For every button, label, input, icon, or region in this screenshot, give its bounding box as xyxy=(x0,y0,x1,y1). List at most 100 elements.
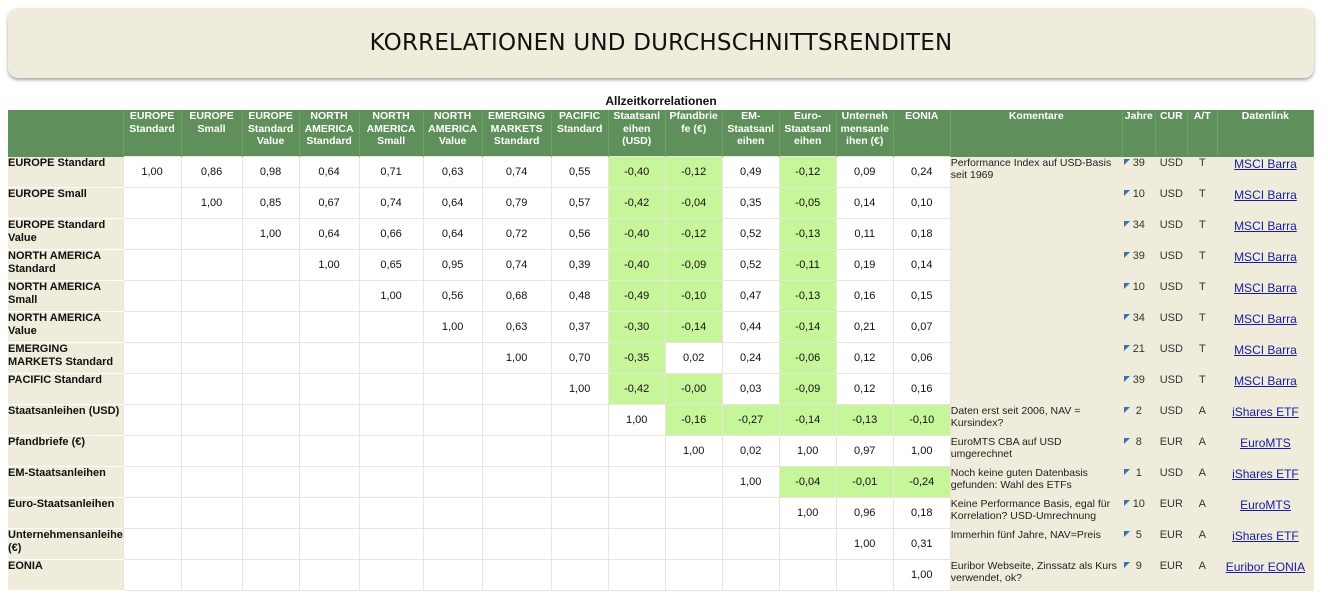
datalink-cell: MSCI Barra xyxy=(1217,342,1314,374)
correlation-cell: -0,24 xyxy=(892,466,951,498)
correlation-cell xyxy=(298,280,360,312)
table-row: EMERGING MARKETS Standard 1,00 0,70 -0,35 0,… xyxy=(8,342,1314,374)
datalink[interactable]: Euribor EONIA xyxy=(1225,559,1306,574)
correlation-cell xyxy=(180,404,243,436)
comment-marker-icon[interactable] xyxy=(1124,220,1131,227)
correlation-cell xyxy=(122,218,182,250)
datalink[interactable]: MSCI Barra xyxy=(1234,280,1297,295)
currency-cell: USD xyxy=(1155,249,1188,281)
datalink[interactable]: MSCI Barra xyxy=(1234,218,1297,233)
correlation-cell xyxy=(122,559,182,591)
comment-marker-icon[interactable] xyxy=(1124,406,1131,413)
row-label: Unternehmensanleihen (€) xyxy=(8,528,124,560)
years-cell: 8 xyxy=(1122,435,1156,467)
datalink-cell: MSCI Barra xyxy=(1217,280,1314,312)
asset-type-cell: A xyxy=(1187,497,1218,529)
comment-marker-icon[interactable] xyxy=(1124,437,1131,444)
comment-cell xyxy=(949,218,1123,250)
datalink[interactable]: iShares ETF xyxy=(1232,528,1299,543)
asset-type-cell: T xyxy=(1187,280,1218,312)
comment-marker-icon[interactable] xyxy=(1124,530,1131,537)
datalink-cell: iShares ETF xyxy=(1217,466,1314,498)
correlation-cell: -0,13 xyxy=(778,280,837,312)
correlation-cell xyxy=(241,404,300,436)
table-row: PACIFIC Standard 1,00 -0,42 -0,00 0,03 -0,09 0… xyxy=(8,373,1314,405)
datalink[interactable]: EuroMTS xyxy=(1240,435,1291,450)
comment-marker-icon[interactable] xyxy=(1124,375,1131,382)
comment-marker-icon[interactable] xyxy=(1124,158,1131,165)
currency-cell: USD xyxy=(1155,342,1188,374)
column-header: Pfandbrie fe (€) xyxy=(665,110,723,157)
correlation-cell: -0,14 xyxy=(778,404,837,436)
years-value: 34 xyxy=(1132,311,1145,324)
datalink[interactable]: EuroMTS xyxy=(1240,497,1291,512)
years-value: 2 xyxy=(1135,404,1142,417)
datalink[interactable]: MSCI Barra xyxy=(1234,187,1297,202)
comment-marker-icon[interactable] xyxy=(1124,282,1131,289)
correlation-cell: 1,00 xyxy=(664,435,723,467)
correlation-cell xyxy=(180,249,243,281)
correlation-cell xyxy=(721,528,780,560)
datalink[interactable]: iShares ETF xyxy=(1232,466,1299,481)
correlation-cell xyxy=(241,435,300,467)
column-header: NORTH AMERICA Standard xyxy=(299,110,360,157)
datalink[interactable]: MSCI Barra xyxy=(1234,156,1297,171)
correlation-cell xyxy=(422,404,483,436)
comment-marker-icon[interactable] xyxy=(1124,344,1131,351)
years-value: 1 xyxy=(1135,466,1142,479)
correlation-cell xyxy=(241,342,300,374)
correlation-cell: 0,24 xyxy=(892,156,951,188)
correlation-cell: -0,01 xyxy=(835,466,894,498)
correlation-cell: 0,74 xyxy=(358,187,424,219)
years-value: 10 xyxy=(1132,280,1145,293)
correlation-cell: 0,63 xyxy=(422,156,483,188)
correlation-cell: 0,09 xyxy=(835,156,894,188)
datalink[interactable]: MSCI Barra xyxy=(1234,373,1297,388)
datalink[interactable]: MSCI Barra xyxy=(1234,311,1297,326)
years-value: 5 xyxy=(1135,528,1142,541)
correlation-cell: 0,06 xyxy=(892,342,951,374)
correlation-cell: -0,10 xyxy=(892,404,951,436)
correlation-cell xyxy=(358,497,424,529)
years-cell: 9 xyxy=(1122,559,1156,591)
correlation-cell xyxy=(241,497,300,529)
comment-marker-icon[interactable] xyxy=(1124,251,1131,258)
correlation-cell xyxy=(721,497,780,529)
years-cell: 34 xyxy=(1122,218,1156,250)
correlation-cell: -0,09 xyxy=(664,249,723,281)
currency-cell: EUR xyxy=(1155,528,1188,560)
correlation-cell xyxy=(180,373,243,405)
correlation-cell xyxy=(298,435,360,467)
datalink-cell: iShares ETF xyxy=(1217,528,1314,560)
datalink-cell: MSCI Barra xyxy=(1217,187,1314,219)
row-label: EM-Staatsanleihen xyxy=(8,466,124,498)
row-label: NORTH AMERICA Small xyxy=(8,280,124,312)
row-label: PACIFIC Standard xyxy=(8,373,124,405)
comment-marker-icon[interactable] xyxy=(1124,499,1131,506)
comment-cell: Euribor Webseite, Zinssatz als Kurs verw… xyxy=(949,559,1123,591)
correlation-cell xyxy=(607,435,666,467)
comment-marker-icon[interactable] xyxy=(1124,313,1131,320)
comment-marker-icon[interactable] xyxy=(1124,561,1131,568)
correlation-cell xyxy=(721,559,780,591)
datalink[interactable]: MSCI Barra xyxy=(1234,249,1297,264)
correlation-cell xyxy=(122,528,182,560)
datalink-cell: MSCI Barra xyxy=(1217,156,1314,188)
comment-marker-icon[interactable] xyxy=(1124,468,1131,475)
correlation-cell: 0,67 xyxy=(298,187,360,219)
years-cell: 34 xyxy=(1122,311,1156,343)
comment-marker-icon[interactable] xyxy=(1124,189,1131,196)
correlation-cell xyxy=(358,373,424,405)
correlation-cell xyxy=(241,280,300,312)
correlation-cell xyxy=(422,342,483,374)
years-cell: 39 xyxy=(1122,156,1156,188)
correlation-cell: 1,00 xyxy=(778,435,837,467)
correlation-cell: 1,00 xyxy=(892,435,951,467)
correlation-cell xyxy=(180,435,243,467)
column-header: Unterneh mensanle ihen (€) xyxy=(836,110,894,157)
datalink-cell: MSCI Barra xyxy=(1217,373,1314,405)
datalink[interactable]: MSCI Barra xyxy=(1234,342,1297,357)
correlation-cell: -0,14 xyxy=(664,311,723,343)
asset-type-cell: T xyxy=(1187,187,1218,219)
datalink[interactable]: iShares ETF xyxy=(1232,404,1299,419)
